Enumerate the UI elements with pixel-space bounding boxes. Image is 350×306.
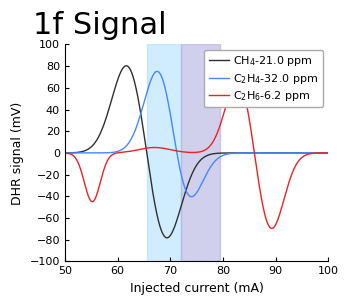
C$_2$H$_4$-32.0 ppm bbox=[164, 90, 168, 94]
Line: C$_2$H$_6$-6.2 ppm: C$_2$H$_6$-6.2 ppm bbox=[65, 81, 328, 229]
C$_2$H$_6$-6.2 ppm bbox=[63, 151, 67, 155]
CH$_4$-21.0 ppm bbox=[175, 216, 180, 220]
C$_2$H$_4$-32.0 ppm bbox=[293, 151, 297, 155]
C$_2$H$_4$-32.0 ppm bbox=[175, 154, 180, 158]
X-axis label: Injected current (mA): Injected current (mA) bbox=[130, 282, 264, 295]
Line: CH$_4$-21.0 ppm: CH$_4$-21.0 ppm bbox=[65, 66, 328, 238]
CH$_4$-21.0 ppm bbox=[165, 236, 169, 240]
C$_2$H$_6$-6.2 ppm bbox=[326, 151, 330, 155]
CH$_4$-21.0 ppm bbox=[93, 141, 97, 144]
C$_2$H$_6$-6.2 ppm bbox=[321, 151, 326, 155]
CH$_4$-21.0 ppm bbox=[293, 151, 297, 155]
C$_2$H$_6$-6.2 ppm bbox=[175, 149, 180, 153]
C$_2$H$_4$-32.0 ppm bbox=[108, 151, 113, 155]
Text: 1f Signal: 1f Signal bbox=[33, 12, 167, 40]
Legend: CH$_4$-21.0 ppm, C$_2$H$_4$-32.0 ppm, C$_2$H$_6$-6.2 ppm: CH$_4$-21.0 ppm, C$_2$H$_4$-32.0 ppm, C$… bbox=[204, 50, 323, 107]
C$_2$H$_6$-6.2 ppm bbox=[235, 79, 239, 83]
CH$_4$-21.0 ppm bbox=[164, 236, 168, 240]
C$_2$H$_6$-6.2 ppm bbox=[293, 165, 297, 169]
CH$_4$-21.0 ppm bbox=[326, 151, 330, 155]
C$_2$H$_6$-6.2 ppm bbox=[270, 227, 274, 230]
C$_2$H$_4$-32.0 ppm bbox=[93, 151, 97, 155]
C$_2$H$_6$-6.2 ppm bbox=[93, 197, 97, 201]
CH$_4$-21.0 ppm bbox=[108, 102, 113, 105]
C$_2$H$_4$-32.0 ppm bbox=[321, 151, 326, 155]
Bar bbox=[181, 44, 220, 261]
C$_2$H$_4$-32.0 ppm bbox=[189, 195, 194, 199]
Line: C$_2$H$_4$-32.0 ppm: C$_2$H$_4$-32.0 ppm bbox=[65, 71, 328, 197]
CH$_4$-21.0 ppm bbox=[321, 151, 326, 155]
C$_2$H$_4$-32.0 ppm bbox=[63, 151, 67, 155]
CH$_4$-21.0 ppm bbox=[124, 64, 128, 68]
C$_2$H$_6$-6.2 ppm bbox=[164, 147, 168, 151]
C$_2$H$_6$-6.2 ppm bbox=[108, 154, 113, 158]
C$_2$H$_4$-32.0 ppm bbox=[326, 151, 330, 155]
C$_2$H$_4$-32.0 ppm bbox=[155, 69, 159, 73]
CH$_4$-21.0 ppm bbox=[63, 151, 67, 155]
Bar bbox=[147, 44, 181, 261]
Y-axis label: DHR signal (mV): DHR signal (mV) bbox=[11, 101, 24, 204]
